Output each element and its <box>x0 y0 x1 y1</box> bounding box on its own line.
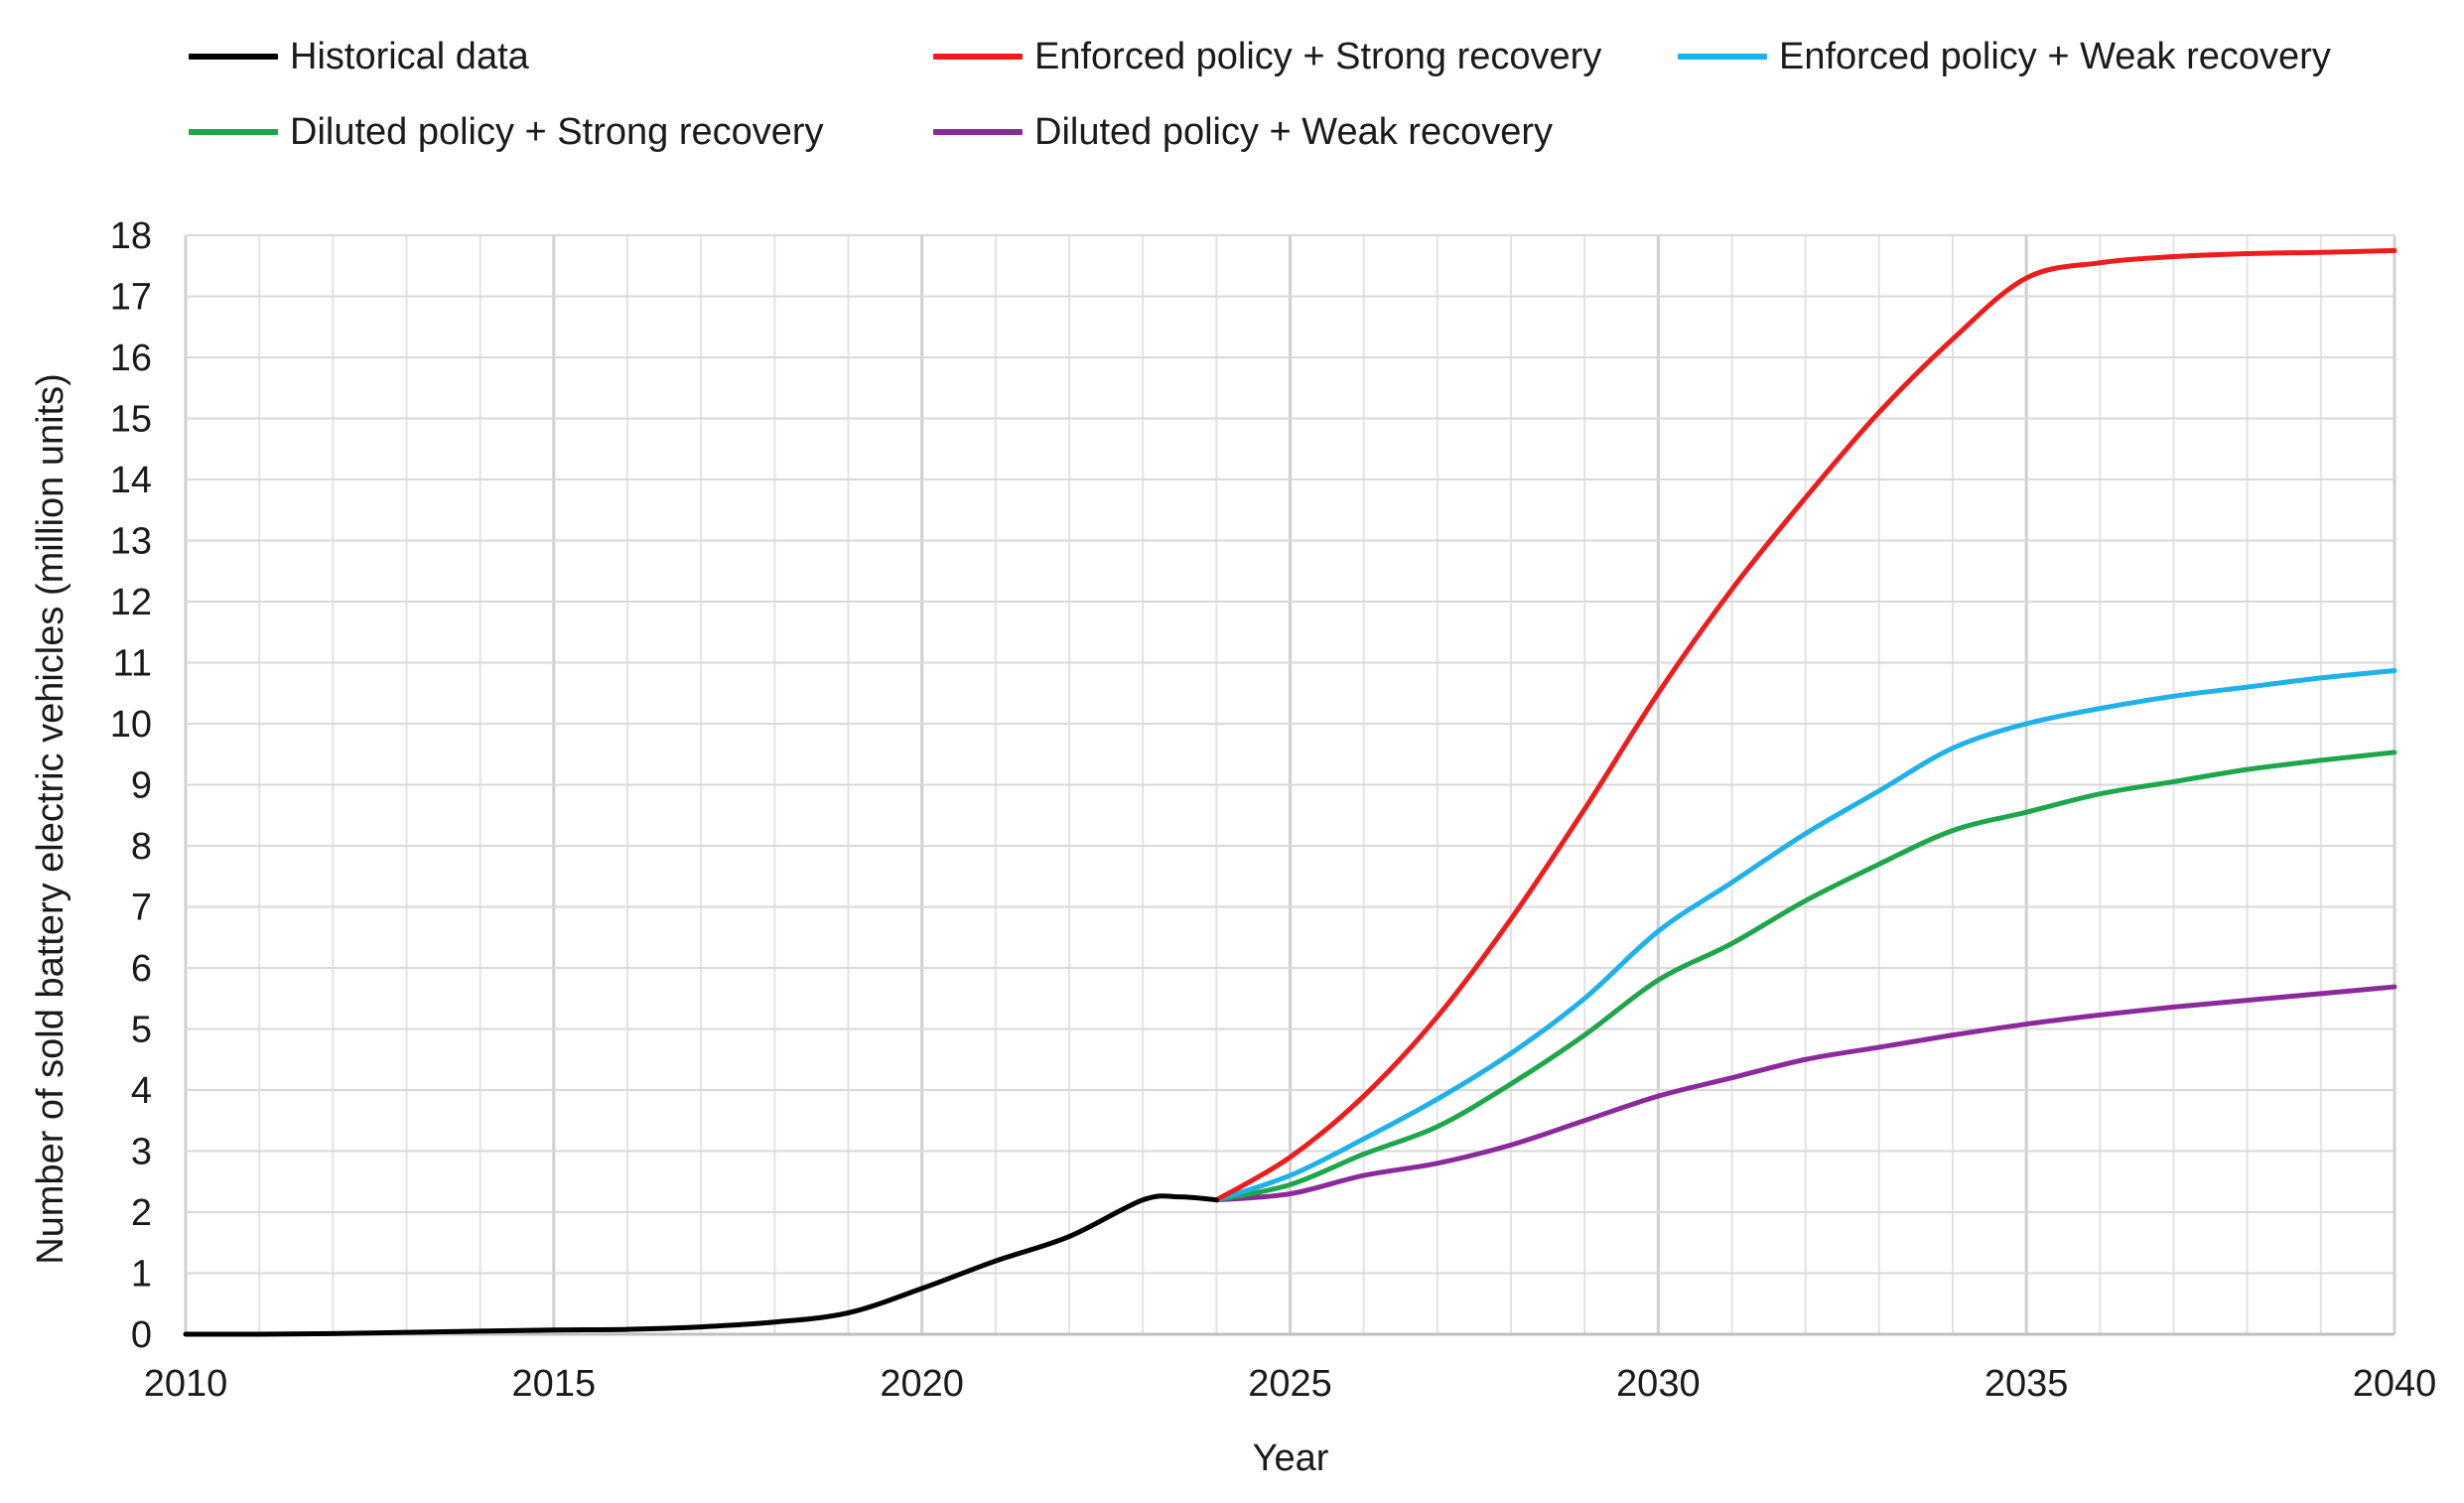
legend-item-diluted-strong: Diluted policy + Strong recovery <box>189 107 824 157</box>
y-tick-label: 0 <box>131 1314 152 1356</box>
series-line-diluted-strong <box>1213 750 2397 1203</box>
y-tick-label: 1 <box>131 1254 152 1296</box>
legend-swatch-historical <box>189 54 278 60</box>
legend-label-diluted-strong: Diluted policy + Strong recovery <box>290 110 824 153</box>
y-axis-title: Number of sold battery electric vehicles… <box>30 373 71 1265</box>
legend-swatch-diluted-weak <box>933 129 1023 135</box>
y-tick-label: 2 <box>131 1192 152 1234</box>
y-tick-label: 3 <box>131 1132 152 1173</box>
y-tick-label: 4 <box>131 1070 152 1112</box>
legend-item-enforced-weak: Enforced policy + Weak recovery <box>1678 32 2331 81</box>
y-tick-label: 12 <box>110 582 152 623</box>
legend-item-historical: Historical data <box>189 32 529 81</box>
y-tick-label: 8 <box>131 826 152 868</box>
y-tick-label: 11 <box>113 643 152 685</box>
y-tick-label: 6 <box>131 948 152 990</box>
y-tick-label: 10 <box>110 704 152 746</box>
series-layer <box>183 247 2397 1337</box>
series-line-historical <box>183 1193 1219 1337</box>
x-tick-label: 2015 <box>512 1363 597 1405</box>
legend-label-enforced-weak: Enforced policy + Weak recovery <box>1779 35 2331 77</box>
legend-swatch-enforced-weak <box>1678 54 1767 60</box>
x-tick-label: 2025 <box>1248 1363 1332 1405</box>
grid <box>184 234 2396 1336</box>
y-tick-label: 16 <box>110 338 152 379</box>
legend-item-diluted-weak: Diluted policy + Weak recovery <box>933 107 1553 157</box>
legend-label-diluted-weak: Diluted policy + Weak recovery <box>1034 110 1554 153</box>
legend: Historical data Enforced policy + Strong… <box>189 24 2442 173</box>
y-tick-label: 9 <box>131 765 152 807</box>
x-tick-label: 2035 <box>1985 1363 2069 1405</box>
legend-label-historical: Historical data <box>290 35 529 77</box>
series-line-enforced-weak <box>1213 668 2397 1203</box>
y-tick-label: 14 <box>110 460 152 501</box>
series-line-enforced-strong <box>1213 247 2397 1203</box>
legend-swatch-enforced-strong <box>933 54 1023 60</box>
series-line-diluted-weak <box>1213 984 2397 1203</box>
y-tick-label: 13 <box>110 521 152 563</box>
x-tick-label: 2020 <box>880 1363 964 1405</box>
x-tick-label: 2040 <box>2353 1363 2437 1405</box>
y-axis-title-wrap: Number of sold battery electric vehicles… <box>30 303 79 1335</box>
y-tick-label: 5 <box>131 1010 152 1051</box>
x-axis-title: Year <box>1252 1437 1329 1479</box>
y-tick-label: 17 <box>110 277 152 319</box>
x-tick-label: 2030 <box>1616 1363 1701 1405</box>
x-tick-label: 2010 <box>144 1363 228 1405</box>
y-tick-label: 18 <box>110 215 152 257</box>
legend-label-enforced-strong: Enforced policy + Strong recovery <box>1034 35 1602 77</box>
legend-swatch-diluted-strong <box>189 129 278 135</box>
y-tick-label: 15 <box>110 399 152 441</box>
y-tick-label: 7 <box>131 888 152 929</box>
legend-item-enforced-strong: Enforced policy + Strong recovery <box>933 32 1601 81</box>
